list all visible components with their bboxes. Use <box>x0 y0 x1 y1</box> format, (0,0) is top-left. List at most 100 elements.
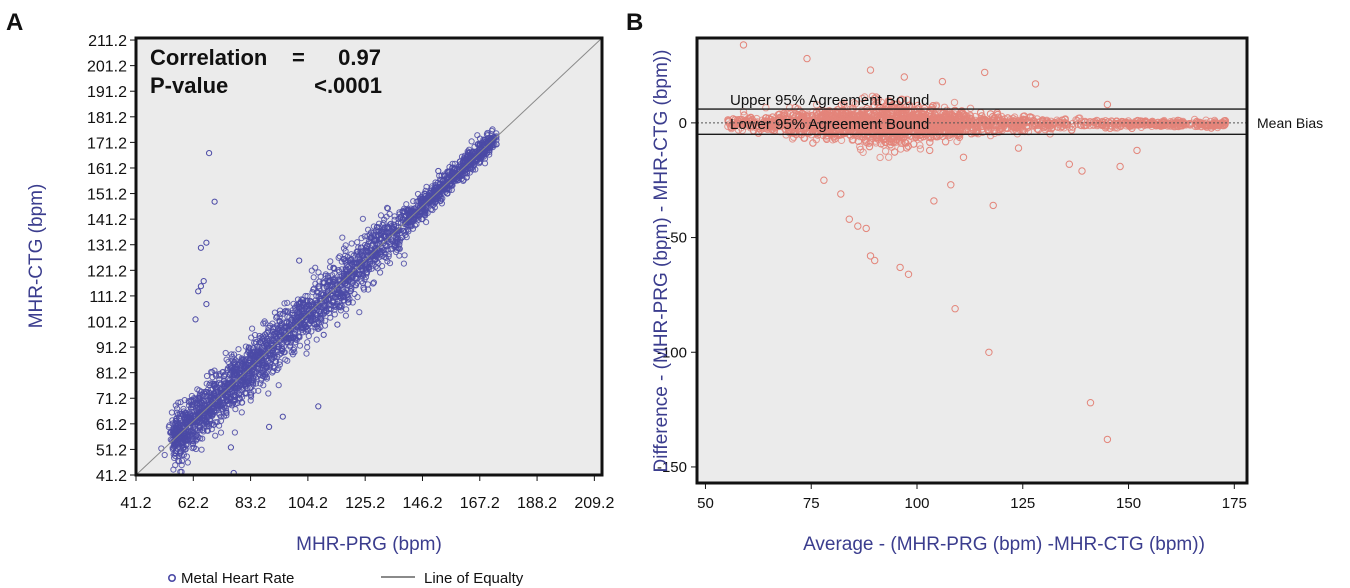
data-point <box>486 151 493 158</box>
data-point <box>235 346 242 353</box>
data-point <box>444 190 451 197</box>
pvalue-value: <.0001 <box>314 73 382 98</box>
data-point <box>172 450 179 457</box>
data-point <box>310 274 317 281</box>
data-point <box>315 269 322 276</box>
data-point <box>187 437 194 444</box>
data-point <box>251 331 259 339</box>
data-point <box>423 219 430 226</box>
plot-a-legend: Metal Heart Rate Line of Equalty <box>168 570 524 587</box>
data-point <box>451 165 458 172</box>
data-point <box>265 390 272 397</box>
data-point <box>269 344 277 351</box>
data-point <box>307 316 314 323</box>
data-point <box>484 129 491 137</box>
data-point <box>342 265 349 272</box>
data-point <box>345 299 352 306</box>
data-point <box>270 368 277 375</box>
data-point <box>245 344 252 351</box>
pvalue-label: P-value <box>150 73 228 98</box>
data-point <box>325 296 333 304</box>
data-point <box>249 369 256 377</box>
data-point <box>395 224 402 231</box>
correlation-value: 0.97 <box>338 45 381 70</box>
data-point <box>249 325 256 332</box>
data-point <box>348 251 355 258</box>
data-point <box>260 382 267 389</box>
data-point <box>255 387 262 394</box>
plot-a-xticks: 41.2 62.2 83.2 104.2 125.2 146.2 167.2 188.2 209… <box>120 475 614 512</box>
legend-entry-points: Metal Heart Rate <box>181 570 294 587</box>
data-point <box>216 372 223 379</box>
data-point <box>370 229 377 236</box>
data-point <box>217 429 225 436</box>
data-point <box>488 135 495 142</box>
data-point <box>184 459 191 466</box>
y-tick-label: 81.2 <box>96 366 127 383</box>
data-point <box>356 309 363 316</box>
data-point <box>195 417 202 424</box>
data-point <box>257 339 264 346</box>
data-point <box>370 280 377 287</box>
data-point <box>276 361 283 368</box>
data-point <box>223 410 230 417</box>
y-tick-label: 71.2 <box>96 391 127 408</box>
data-point <box>334 291 341 298</box>
data-point <box>402 231 409 239</box>
data-point <box>211 367 218 374</box>
data-point <box>357 256 364 263</box>
data-point <box>275 382 282 389</box>
data-point <box>358 235 365 242</box>
data-point <box>281 300 288 307</box>
data-point <box>409 225 417 232</box>
data-point <box>371 256 378 263</box>
panel-b: Upper 95% Agreement Bound Lower 95% Agre… <box>651 36 1323 555</box>
data-point <box>337 302 344 309</box>
y-tick-label: 91.2 <box>96 340 127 357</box>
y-tick-label: 41.2 <box>96 468 127 485</box>
legend-entry-line: Line of Equalty <box>424 570 524 587</box>
data-point <box>304 293 311 300</box>
data-point <box>236 392 243 399</box>
data-point <box>263 333 270 340</box>
data-point <box>232 357 239 364</box>
data-point <box>198 388 205 395</box>
y-tick-label: 191.2 <box>87 84 127 101</box>
data-point <box>386 230 393 237</box>
data-point <box>269 320 276 327</box>
data-point <box>399 208 406 215</box>
data-point <box>304 339 311 346</box>
plot-a-xlabel: MHR-PRG (bpm) <box>296 534 442 555</box>
x-tick-label: 62.2 <box>178 495 209 512</box>
data-point <box>391 243 398 250</box>
data-point <box>311 321 318 328</box>
data-point <box>303 350 310 357</box>
y-tick-label: 211.2 <box>88 33 127 50</box>
data-point <box>308 317 315 324</box>
data-point <box>238 399 245 406</box>
data-point <box>185 398 192 405</box>
data-point <box>203 372 211 380</box>
data-point <box>296 342 304 349</box>
correlation-label: Correlation <box>150 45 267 70</box>
data-point <box>375 220 383 227</box>
data-point <box>330 278 337 285</box>
panel-b-label: B <box>626 9 643 36</box>
data-point <box>180 405 187 412</box>
data-point <box>349 299 356 306</box>
data-point <box>467 153 474 161</box>
data-point <box>414 190 422 198</box>
data-point <box>441 172 448 179</box>
data-point <box>327 258 334 265</box>
y-tick-label: 171.2 <box>87 135 127 152</box>
data-point <box>248 390 255 397</box>
data-point <box>217 417 225 424</box>
data-point <box>256 335 263 342</box>
y-tick-label: 131.2 <box>87 238 127 255</box>
data-point <box>212 432 219 439</box>
data-point <box>291 312 298 319</box>
data-point <box>362 265 369 272</box>
x-tick-label: 104.2 <box>288 495 328 512</box>
data-point <box>166 422 173 429</box>
